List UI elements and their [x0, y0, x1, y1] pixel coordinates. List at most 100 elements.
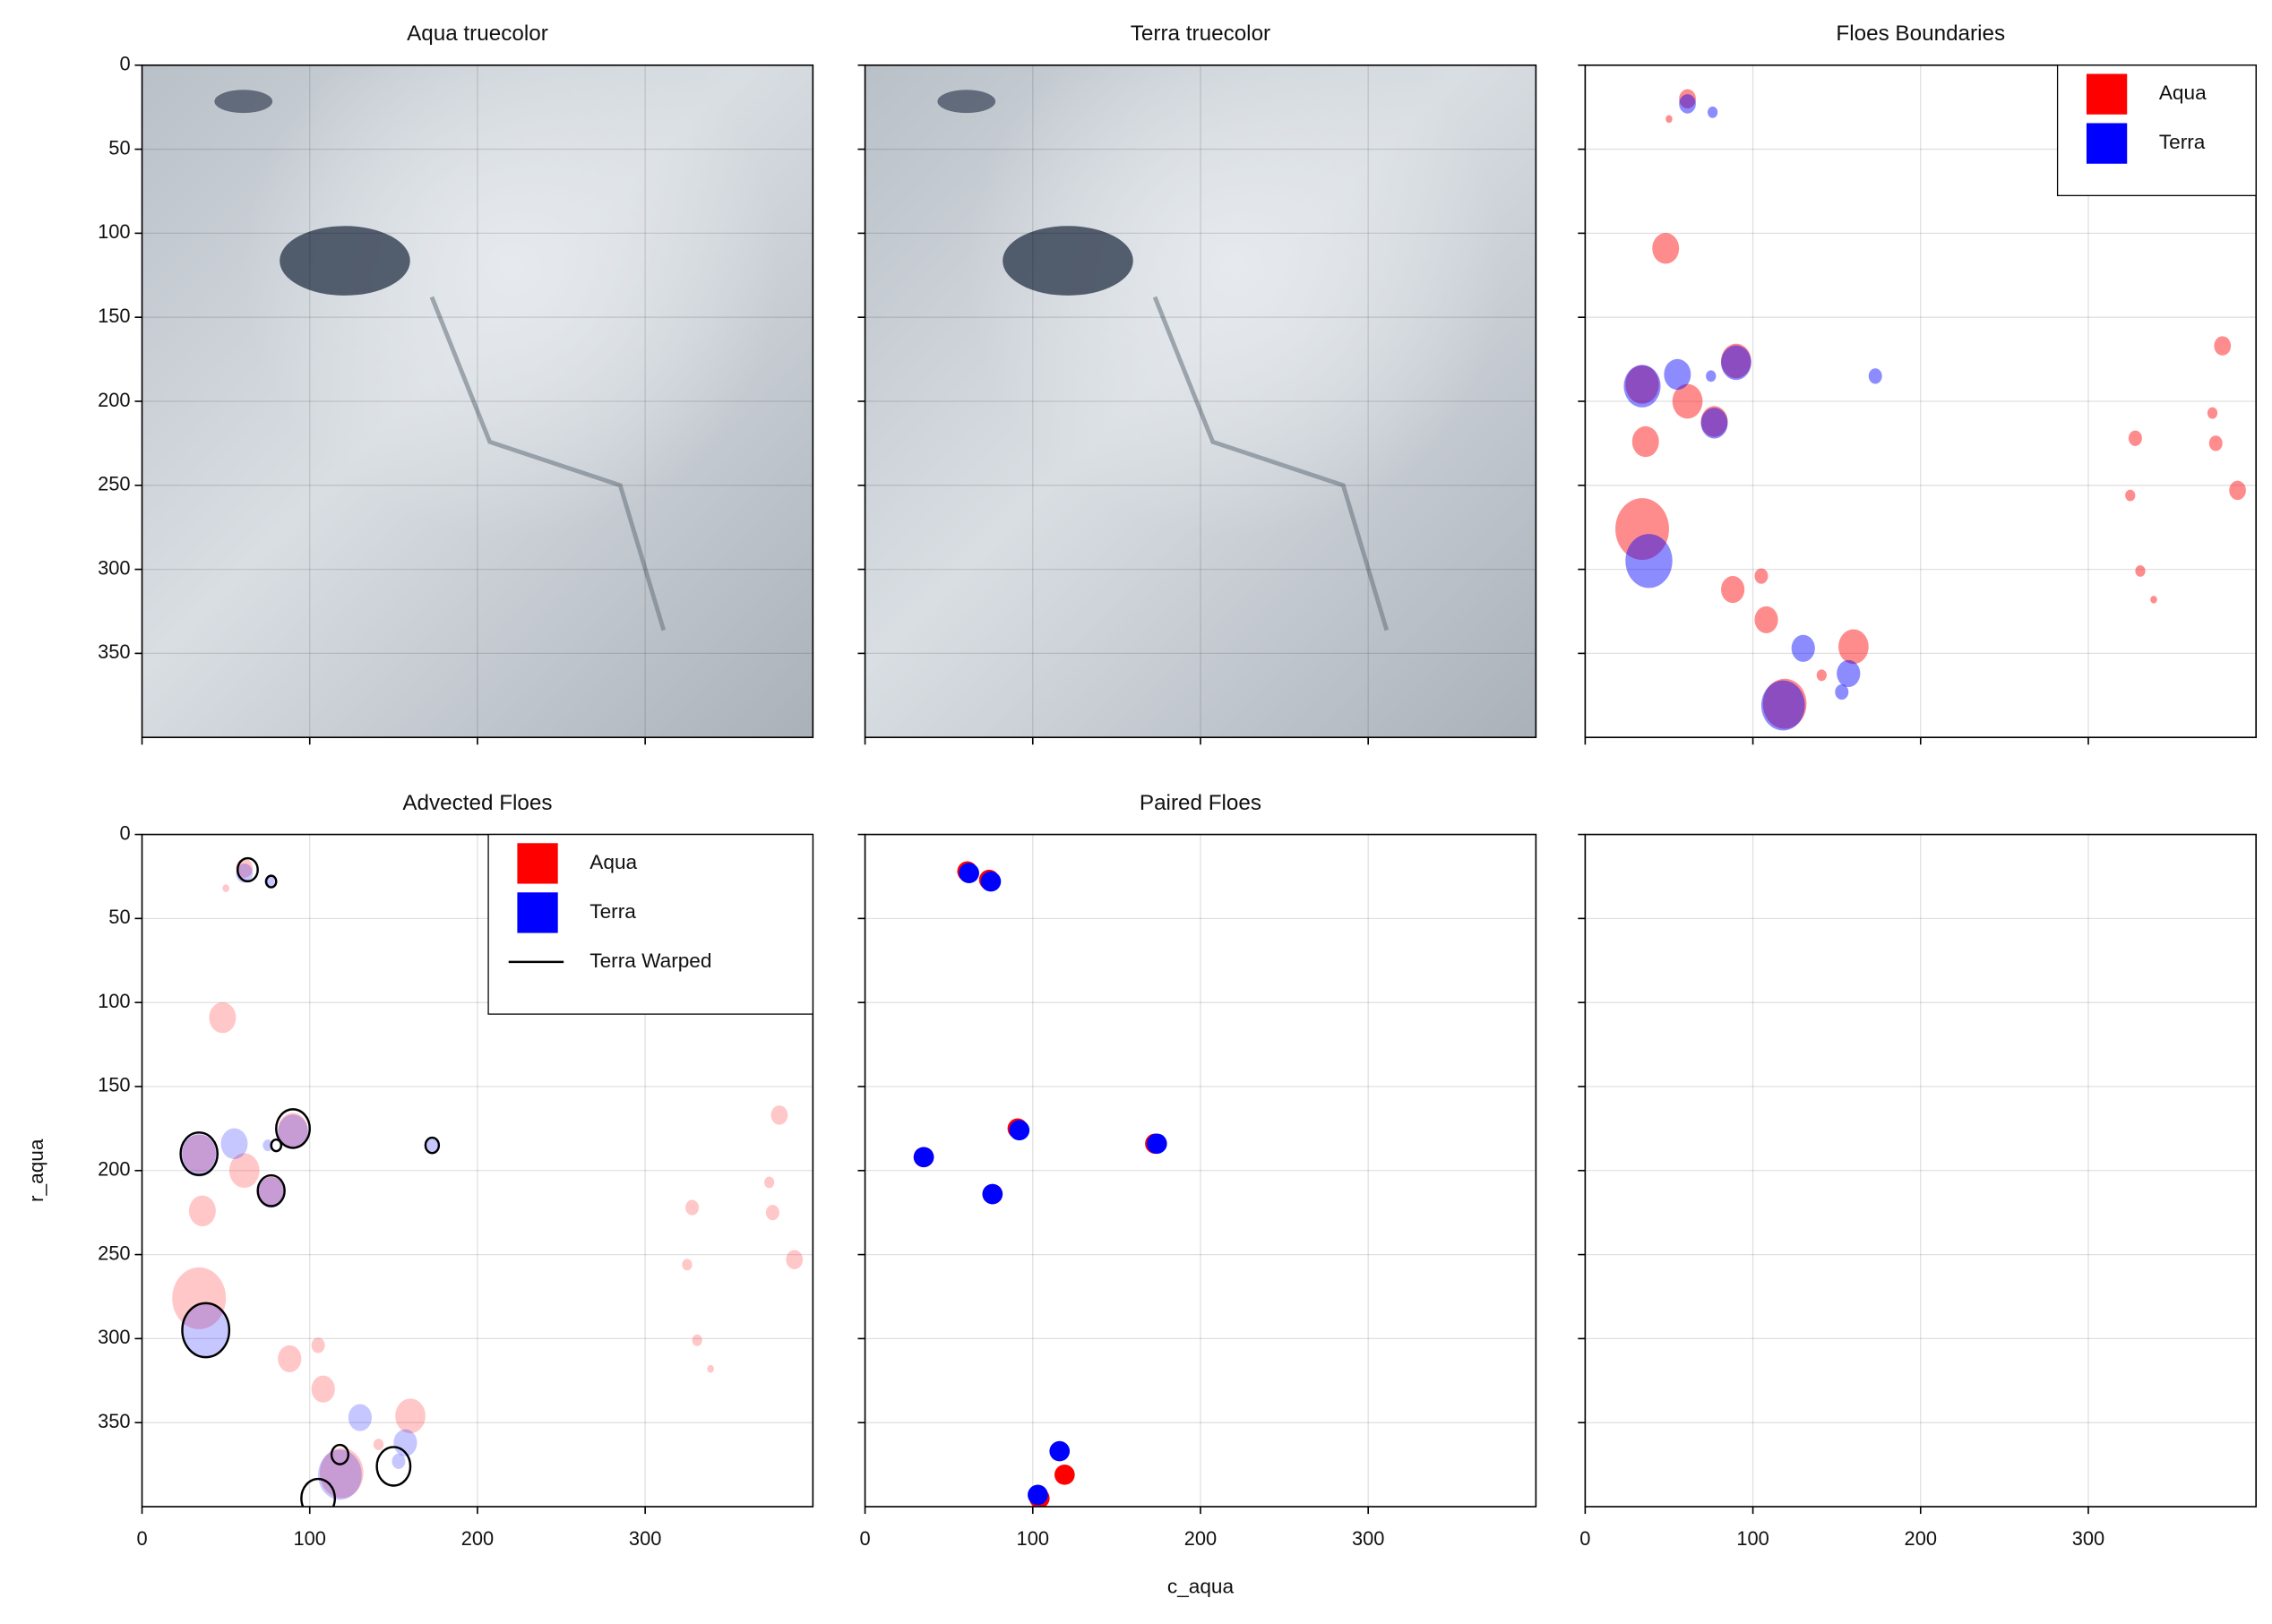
crack	[429, 296, 667, 632]
floe	[262, 1139, 273, 1152]
legend-swatch	[2086, 73, 2128, 115]
x-tick-label: 100	[1736, 1527, 1769, 1550]
plot-area	[1615, 89, 2246, 731]
floe	[180, 1134, 218, 1177]
floe	[770, 1105, 788, 1125]
floe	[188, 1195, 216, 1227]
y-tick-label: 250	[98, 473, 130, 495]
panel: Floes Boundaries Aqua Terra	[1578, 21, 2257, 745]
floe	[2135, 565, 2146, 577]
panel: 0 50 100 150 200 250 300 350 Aqua truecolor	[98, 21, 814, 745]
floe	[1762, 678, 1807, 729]
legend-label: Terra Warped	[590, 949, 711, 972]
floe	[1816, 669, 1827, 682]
y-tick-label: 150	[98, 305, 130, 327]
point	[1009, 1120, 1030, 1141]
legend-swatch	[2086, 123, 2128, 164]
floe	[2207, 407, 2218, 419]
point	[1146, 1133, 1167, 1155]
floe	[682, 1259, 693, 1271]
floe	[375, 1446, 412, 1487]
panel-title: Terra truecolor	[1131, 21, 1270, 46]
x-tick-label: 200	[1905, 1527, 1937, 1550]
point	[1028, 1484, 1048, 1506]
x-tick-label: 300	[1352, 1527, 1384, 1550]
floe	[228, 1153, 260, 1189]
y-tick-label: 350	[98, 1410, 130, 1432]
point	[980, 871, 1002, 892]
y-tick-label: 0	[119, 821, 130, 844]
floe	[330, 1443, 350, 1465]
floe	[764, 1176, 775, 1189]
floe	[1623, 365, 1661, 408]
legend-swatch	[517, 892, 558, 933]
floe	[395, 1398, 426, 1434]
floe	[275, 1108, 311, 1149]
floe	[222, 884, 229, 892]
floe	[2128, 430, 2142, 446]
floe	[373, 1439, 384, 1451]
floe	[311, 1375, 335, 1403]
y-tick-label: 100	[98, 220, 130, 243]
floe	[1700, 408, 1728, 439]
y-tick-label: 200	[98, 389, 130, 411]
panel: 0 100 200 300 Paired Floes c_aqua	[857, 791, 1537, 1598]
plot-area	[172, 856, 804, 1507]
floe	[257, 1175, 285, 1207]
floe	[1625, 534, 1673, 589]
point	[1054, 1465, 1075, 1485]
x-tick-label: 200	[1184, 1527, 1217, 1550]
plot-area	[913, 861, 1167, 1507]
floe	[1720, 576, 1745, 604]
y-tick-label: 300	[98, 1326, 130, 1348]
floe	[182, 1302, 229, 1358]
x-tick-label: 100	[294, 1527, 326, 1550]
floe	[237, 856, 259, 883]
floe	[1835, 683, 1849, 700]
floe	[1631, 425, 1659, 458]
legend-swatch	[517, 843, 558, 884]
floe	[2214, 336, 2232, 356]
point	[913, 1147, 934, 1168]
floe	[707, 1364, 714, 1373]
floe	[2125, 489, 2136, 502]
y-tick-label: 50	[108, 906, 130, 928]
floe	[348, 1404, 372, 1431]
open-water	[1003, 226, 1133, 296]
floe	[278, 1114, 308, 1150]
x-tick-label: 200	[461, 1527, 494, 1550]
point	[1049, 1440, 1071, 1462]
legend-label: Terra	[2159, 131, 2206, 153]
x-tick-label: 0	[136, 1527, 147, 1550]
cloud-cover	[142, 64, 813, 738]
floe	[1665, 115, 1673, 124]
open-water	[214, 90, 273, 114]
panel-title: Advected Floes	[402, 791, 552, 815]
floe	[172, 1267, 227, 1329]
cloud-cover	[865, 64, 1536, 738]
legend-label: Terra	[590, 900, 636, 923]
floe	[1791, 634, 1815, 662]
panel-title: Aqua truecolor	[407, 21, 548, 46]
floe	[424, 1136, 441, 1155]
y-tick-label: 150	[98, 1074, 130, 1096]
floe	[278, 1113, 308, 1148]
floe	[1700, 406, 1728, 437]
floe	[1615, 498, 1669, 561]
floe	[278, 1345, 302, 1372]
y-axis-label: r_aqua	[25, 1139, 47, 1202]
floe	[1754, 568, 1769, 584]
point	[982, 1183, 1003, 1205]
y-tick-label: 300	[98, 556, 130, 579]
floe	[1837, 659, 1861, 687]
x-axis-label: c_aqua	[1167, 1576, 1235, 1598]
y-tick-label: 250	[98, 1242, 130, 1264]
x-tick-label: 0	[859, 1527, 870, 1550]
floe	[1652, 233, 1680, 264]
floe	[1760, 680, 1805, 731]
panel: 0 100 200 300	[1578, 833, 2257, 1550]
open-water	[280, 226, 410, 296]
floe	[2208, 435, 2223, 451]
floe	[1625, 365, 1659, 404]
